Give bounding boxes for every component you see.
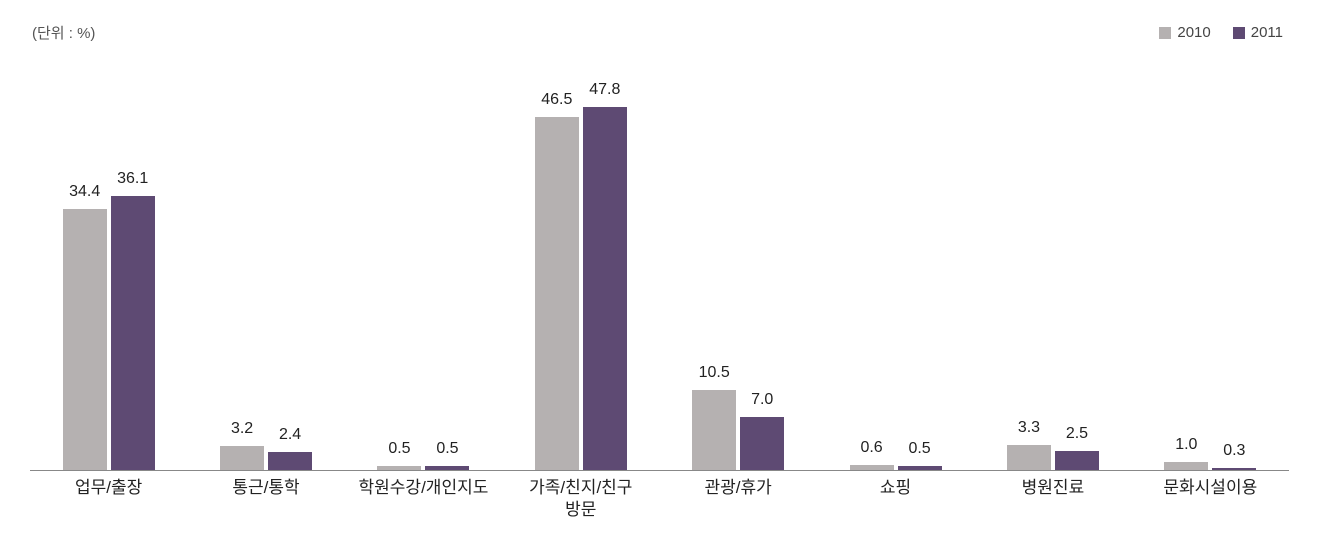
x-axis-labels: 업무/출장통근/통학학원수강/개인지도가족/친지/친구 방문관광/휴가쇼핑병원진… <box>30 477 1289 521</box>
bar-2011: 0.3 <box>1212 468 1256 470</box>
bar-2011: 2.4 <box>268 452 312 470</box>
bar-value-label: 2.5 <box>1066 425 1088 443</box>
bar-2010: 0.6 <box>850 465 894 470</box>
x-axis-label: 학원수강/개인지도 <box>345 477 502 521</box>
bar-value-label: 10.5 <box>699 364 730 382</box>
bar-2011: 36.1 <box>111 196 155 470</box>
bar-value-label: 7.0 <box>751 391 773 409</box>
bar-value-label: 1.0 <box>1175 436 1197 454</box>
legend-item-2010: 2010 <box>1159 24 1210 41</box>
bar-value-label: 0.5 <box>908 440 930 458</box>
x-axis-label: 관광/휴가 <box>660 477 817 521</box>
x-axis-label: 업무/출장 <box>30 477 187 521</box>
bar-2011: 0.5 <box>425 466 469 470</box>
bar-2010: 1.0 <box>1164 462 1208 470</box>
bar-group: 0.6 0.5 <box>817 90 974 470</box>
bar-value-label: 0.3 <box>1223 442 1245 460</box>
bar-value-label: 34.4 <box>69 183 100 201</box>
bar-2010: 3.3 <box>1007 445 1051 470</box>
legend-label-2010: 2010 <box>1177 24 1210 41</box>
bar-2010: 10.5 <box>692 390 736 470</box>
bar-value-label: 3.3 <box>1018 419 1040 437</box>
bar-2010: 46.5 <box>535 117 579 470</box>
bar-value-label: 36.1 <box>117 170 148 188</box>
x-axis-label: 통근/통학 <box>187 477 344 521</box>
bar-value-label: 0.5 <box>436 440 458 458</box>
legend-swatch-2011 <box>1233 27 1245 39</box>
bar-group: 3.22.4 <box>187 90 344 470</box>
x-axis-label: 병원진료 <box>974 477 1131 521</box>
chart-plot: 34.436.13.22.40.50.546.547.810.57.00.60.… <box>30 90 1289 471</box>
x-axis-label: 쇼핑 <box>817 477 974 521</box>
x-axis-label: 문화시설이용 <box>1132 477 1289 521</box>
bar-group: 0.5 0.5 <box>345 90 502 470</box>
bar-2011: 47.8 <box>583 107 627 470</box>
bar-2010: 0.5 <box>377 466 421 470</box>
bar-group: 34.436.1 <box>30 90 187 470</box>
legend-item-2011: 2011 <box>1233 24 1283 41</box>
legend-label-2011: 2011 <box>1251 24 1283 41</box>
bar-2010: 3.2 <box>220 446 264 470</box>
bar-2011: 2.5 <box>1055 451 1099 470</box>
bar-value-label: 3.2 <box>231 420 253 438</box>
unit-label: (단위 : %) <box>32 22 95 43</box>
legend-swatch-2010 <box>1159 27 1171 39</box>
bar-value-label: 2.4 <box>279 426 301 444</box>
bar-group: 10.57.0 <box>660 90 817 470</box>
bar-group: 1.0 0.3 <box>1132 90 1289 470</box>
bar-2010: 34.4 <box>63 209 107 470</box>
bar-2011: 0.5 <box>898 466 942 470</box>
bar-value-label: 47.8 <box>589 81 620 99</box>
bar-group: 3.32.5 <box>974 90 1131 470</box>
bar-group: 46.547.8 <box>502 90 659 470</box>
x-axis-label: 가족/친지/친구 방문 <box>502 477 659 521</box>
legend: 2010 2011 <box>1159 24 1283 41</box>
bar-value-label: 46.5 <box>541 91 572 109</box>
bar-2011: 7.0 <box>740 417 784 470</box>
bar-value-label: 0.5 <box>388 440 410 458</box>
bar-value-label: 0.6 <box>860 439 882 457</box>
